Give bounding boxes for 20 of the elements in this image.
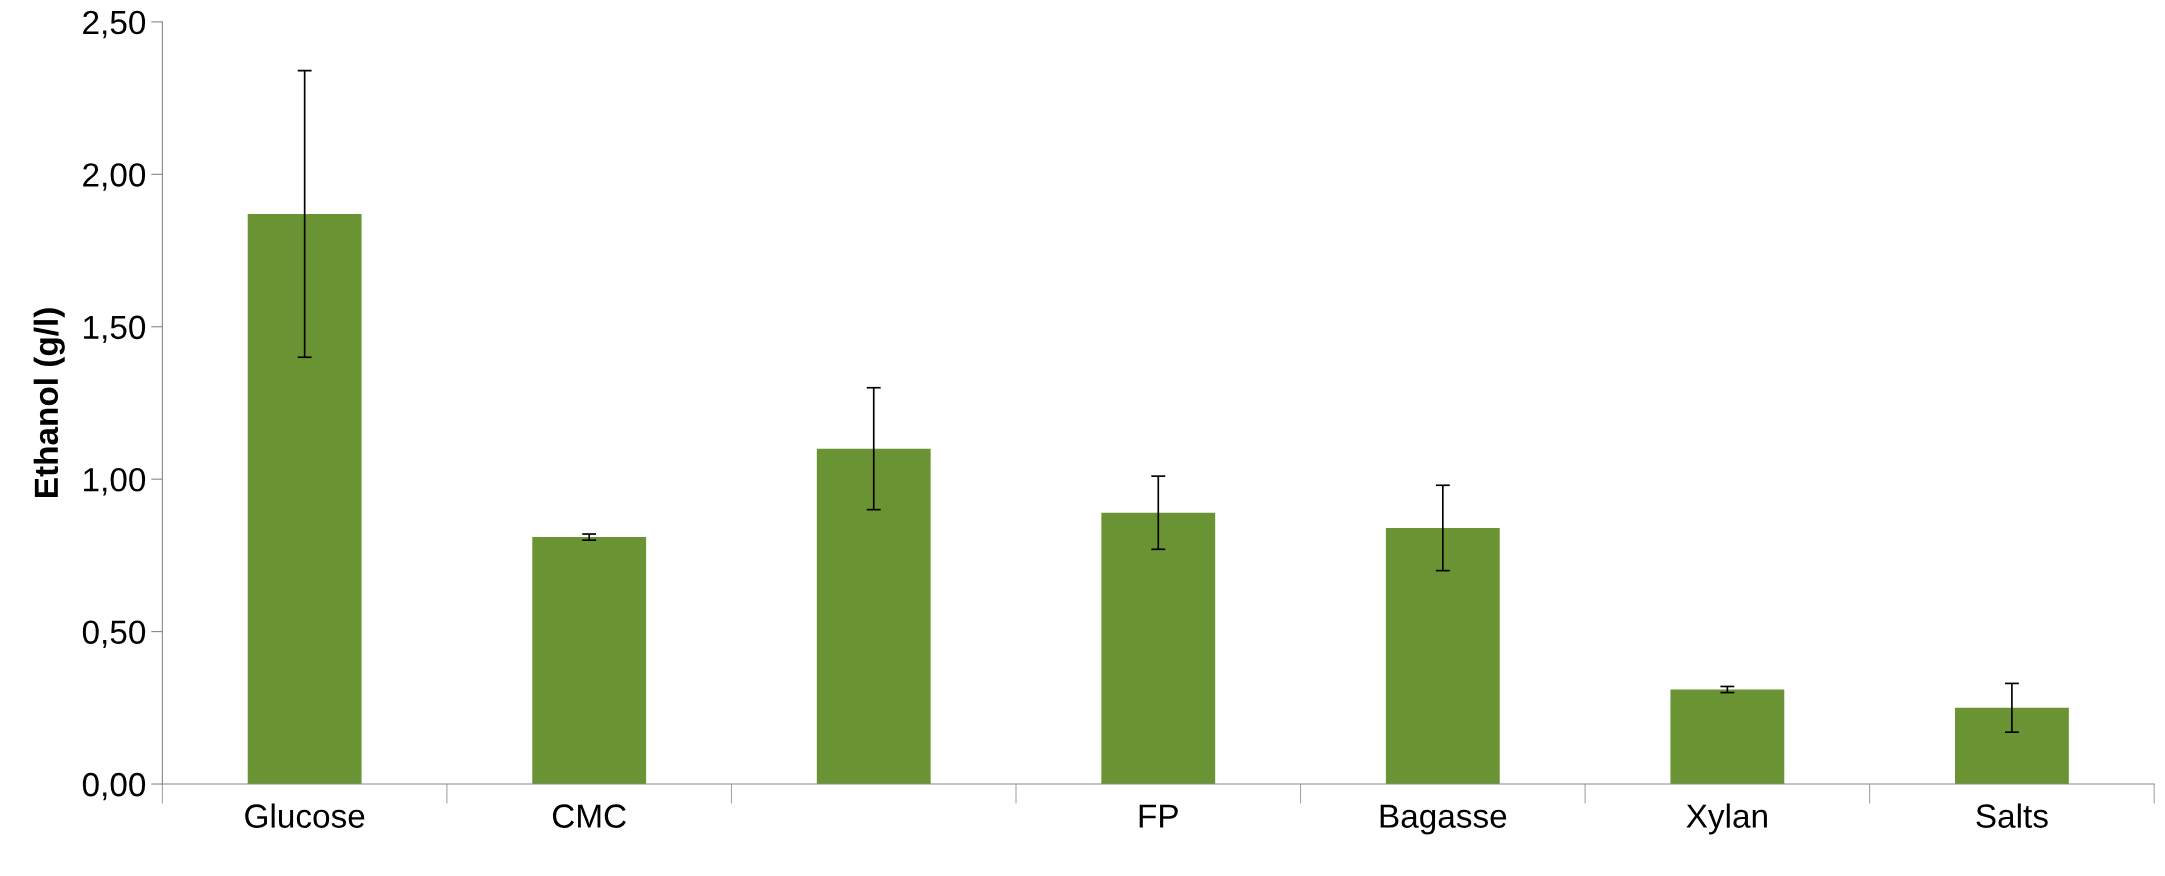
y-tick-label: 0,00 [82, 772, 146, 801]
y-tick-label: 0,50 [82, 620, 146, 648]
bar [247, 213, 362, 785]
x-tick-label: Salts [1976, 803, 2048, 828]
bar [532, 537, 647, 785]
bar [1954, 707, 2069, 785]
x-tick-label: Bagasse [1380, 804, 1507, 835]
y-tick-label: 1,50 [84, 315, 146, 344]
x-tick-label: CMC [552, 804, 626, 828]
bar [816, 448, 931, 785]
y-tick-label: 1,00 [84, 467, 146, 496]
y-axis-title: Ethanol (g/l) [33, 308, 65, 497]
bar [1101, 512, 1216, 785]
bar [1670, 689, 1785, 785]
y-tick-label: 2,50 [83, 10, 146, 39]
bar [1385, 527, 1500, 785]
x-tick-label: Glucose [245, 803, 365, 828]
y-tick-label: 2,00 [83, 163, 146, 191]
x-tick-label: Xylan [1686, 803, 1767, 835]
x-tick-label: FP [1139, 804, 1178, 828]
